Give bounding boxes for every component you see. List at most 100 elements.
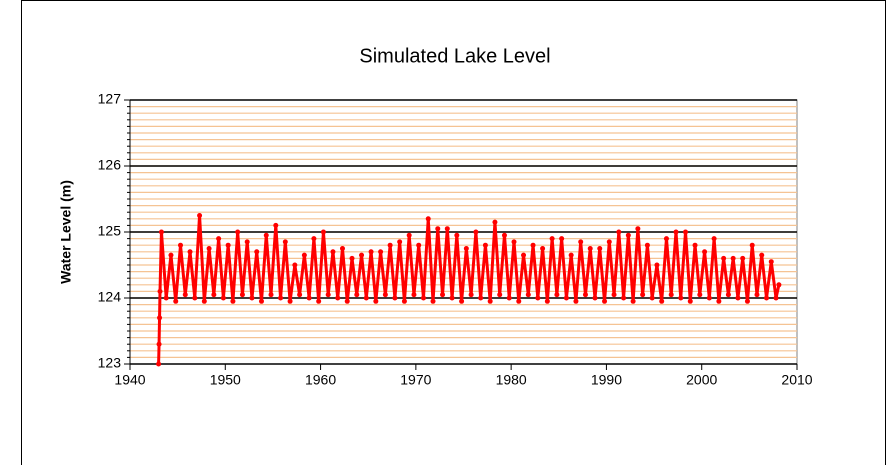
data-point [401,298,407,304]
y-axis-label: Water Level (m) [58,180,74,284]
x-tick-label: 1990 [591,372,622,388]
data-point [244,239,250,245]
data-point [301,252,307,258]
data-point [764,295,770,301]
data-point [492,219,498,225]
data-point [201,298,207,304]
data-point [435,226,441,232]
y-tick-label: 123 [98,355,122,371]
data-point [157,288,163,294]
data-point [349,255,355,261]
data-point [649,295,655,301]
data-point [563,295,569,301]
data-point [640,292,646,298]
data-point [392,295,398,301]
data-point [287,298,293,304]
data-point [335,295,341,301]
data-point [440,292,446,298]
data-point [468,292,474,298]
data-point [744,298,750,304]
data-point [368,249,374,255]
data-point [730,255,736,261]
x-tick-label: 1970 [400,372,431,388]
data-point [459,298,465,304]
data-point [382,292,388,298]
data-point [606,239,612,245]
data-point [420,295,426,301]
data-point [297,292,303,298]
data-point [525,292,531,298]
data-point [173,298,179,304]
data-point [411,292,417,298]
data-point [156,361,162,367]
data-point [597,246,603,251]
data-point [530,242,536,248]
data-point [278,295,284,301]
data-point [482,242,488,248]
data-point [220,295,226,301]
data-point [230,298,236,304]
data-point [216,236,222,242]
data-point [678,295,684,301]
data-point [282,239,288,245]
data-point [359,252,365,258]
data-point [587,246,593,251]
data-point [668,292,674,298]
data-point [592,295,598,301]
data-point [654,262,660,268]
data-point [157,315,163,321]
data-point [768,259,774,265]
y-tick-label: 126 [98,157,122,173]
data-point [511,239,517,245]
data-point [692,242,698,248]
data-point [273,222,279,228]
data-point [339,246,345,251]
data-point [683,229,689,235]
data-point [206,246,212,251]
data-point [168,252,174,258]
data-point [449,295,455,301]
data-point [630,298,636,304]
data-point [706,295,712,301]
data-point [616,229,622,235]
data-point [416,242,422,248]
data-point [578,239,584,245]
x-tick-label: 1960 [305,372,336,388]
data-point [478,295,484,301]
data-point [156,341,162,347]
data-point [501,232,507,238]
y-tick-label: 127 [98,91,122,107]
data-point [625,232,631,238]
data-point [759,252,765,258]
data-point [644,242,650,248]
data-point [268,292,274,298]
data-point [506,295,512,301]
data-point [325,292,331,298]
data-point [316,298,322,304]
data-point [535,295,541,301]
data-point [735,295,741,301]
data-point [659,298,665,304]
data-point [158,229,164,235]
data-point [663,236,669,242]
data-point [749,242,755,248]
data-point [463,246,469,251]
y-tick-label: 125 [98,223,122,239]
data-point [716,298,722,304]
x-tick-label: 2000 [686,372,717,388]
data-point [192,295,198,301]
data-point [602,298,608,304]
data-point [178,242,184,248]
data-point [702,249,708,255]
data-point [725,292,731,298]
data-point [740,255,746,261]
data-point [187,249,193,255]
data-point [554,292,560,298]
x-tick-label: 1940 [114,372,145,388]
data-point [621,295,627,301]
data-point [397,239,403,245]
data-point [430,298,436,304]
data-point [711,236,717,242]
data-point [573,298,579,304]
